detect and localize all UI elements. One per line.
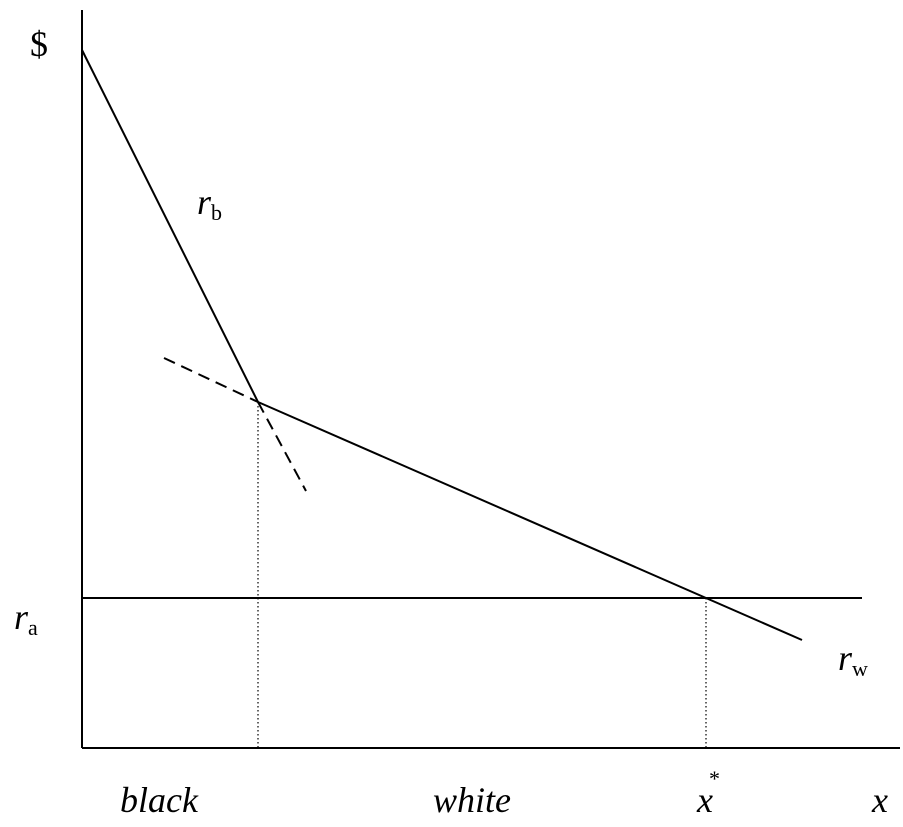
region-white-label: white xyxy=(433,780,511,820)
ra-label: ra xyxy=(14,597,38,640)
x-star-label: x* xyxy=(696,766,720,820)
rb-label: rb xyxy=(197,182,222,225)
y-axis-label: $ xyxy=(30,24,48,64)
region-black-label: black xyxy=(120,780,199,820)
rw-label: rw xyxy=(838,638,868,681)
rw-line xyxy=(257,401,803,641)
rb-line xyxy=(81,49,259,403)
rb-dashed-extension xyxy=(257,401,307,492)
x-axis-label: x xyxy=(871,780,888,820)
rw-dashed-extension xyxy=(163,357,259,403)
